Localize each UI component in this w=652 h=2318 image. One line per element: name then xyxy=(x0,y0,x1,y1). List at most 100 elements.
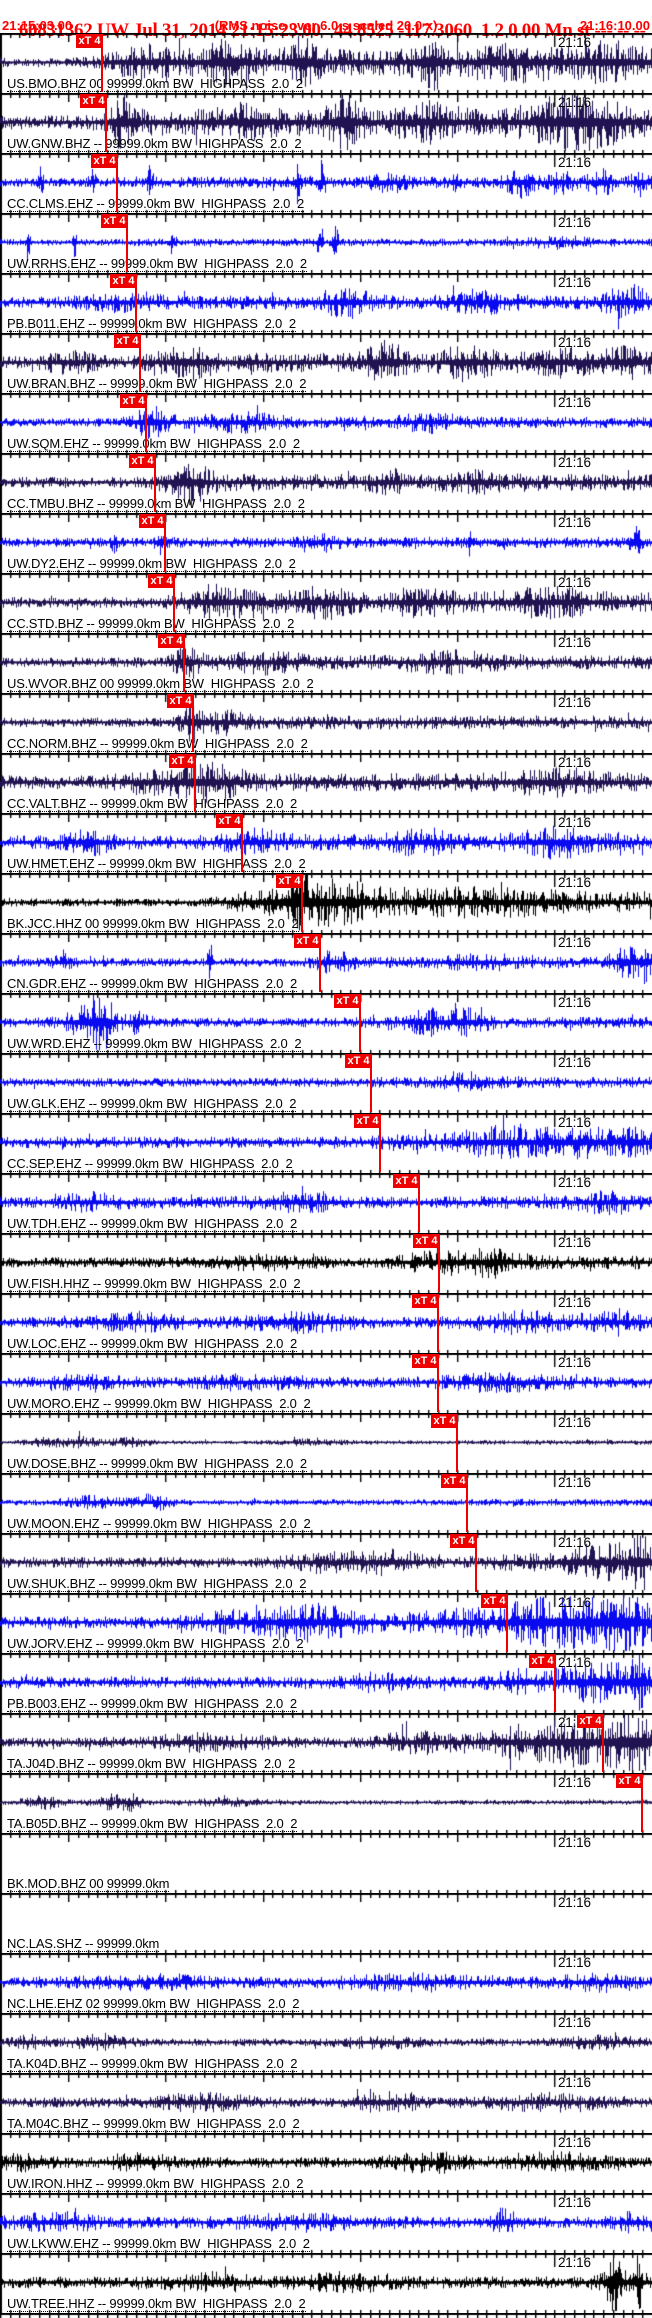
waveform-canvas[interactable] xyxy=(0,1053,652,1113)
phase-pick-marker[interactable]: xT 4 xyxy=(167,694,194,708)
trace-label: CC.STD.BHZ -- 99999.0km BW HIGHPASS 2.0 … xyxy=(7,616,295,632)
phase-pick-marker[interactable]: xT 4 xyxy=(114,334,141,348)
phase-pick-line xyxy=(154,454,156,512)
waveform-canvas[interactable] xyxy=(0,813,652,873)
waveform-canvas[interactable] xyxy=(0,2253,652,2313)
trace-band: 21:16 CC.CLMS.EHZ -- 99999.0km BW HIGHPAS… xyxy=(0,153,652,213)
trace-band: 21:16 UW.GLK.EHZ -- 99999.0km BW HIGHPASS… xyxy=(0,1053,652,1113)
waveform-canvas[interactable] xyxy=(0,633,652,693)
trace-label: UW.MORO.EHZ -- 99999.0km BW HIGHPASS 2.0… xyxy=(7,1396,311,1412)
phase-pick-marker[interactable]: xT 4 xyxy=(450,1534,477,1548)
waveform-canvas[interactable] xyxy=(0,1833,652,1893)
phase-pick-line xyxy=(105,94,107,152)
phase-pick-marker[interactable]: xT 4 xyxy=(345,1054,372,1068)
minute-tick-label: 21:16 xyxy=(558,815,591,830)
phase-pick-line xyxy=(116,154,118,212)
phase-pick-marker[interactable]: xT 4 xyxy=(354,1114,381,1128)
waveform-canvas[interactable] xyxy=(0,1233,652,1293)
time-window-header: 21:15:03.00 (RMS noise over 6.0 s scaled… xyxy=(0,18,652,33)
phase-pick-marker[interactable]: xT 4 xyxy=(169,754,196,768)
trace-label: US.WVOR.BHZ 00 99999.0km BW HIGHPASS 2.0… xyxy=(7,676,314,692)
waveform-canvas[interactable] xyxy=(0,2073,652,2133)
phase-pick-marker[interactable]: xT 4 xyxy=(393,1174,420,1188)
phase-pick-line xyxy=(135,274,137,332)
trace-band: 21:16 UW.SHUK.BHZ -- 99999.0km BW HIGHPAS… xyxy=(0,1533,652,1593)
phase-pick-marker[interactable]: xT 4 xyxy=(80,94,107,108)
phase-pick-marker[interactable]: xT 4 xyxy=(216,814,243,828)
waveform-canvas[interactable] xyxy=(0,2013,652,2073)
waveform-canvas[interactable] xyxy=(0,333,652,393)
waveform-canvas[interactable] xyxy=(0,1953,652,2013)
waveform-canvas[interactable] xyxy=(0,1353,652,1413)
waveform-canvas[interactable] xyxy=(0,1893,652,1953)
phase-pick-line xyxy=(554,1654,556,1712)
event-header: 60831362 UW Jul 31, 2014 21:15:23.00 44.… xyxy=(1,0,652,41)
waveform-canvas[interactable] xyxy=(0,1533,652,1593)
trace-label: NC.LHE.EHZ 02 99999.0km BW HIGHPASS 2.0 … xyxy=(7,1996,300,2012)
trace-band: 21:16 PB.B003.EHZ -- 99999.0km BW HIGHPAS… xyxy=(0,1653,652,1713)
minute-tick-label: 21:16 xyxy=(558,2195,591,2210)
waveform-canvas[interactable] xyxy=(0,573,652,633)
waveform-canvas[interactable] xyxy=(0,1713,652,1773)
waveform-canvas[interactable] xyxy=(0,873,652,933)
window-end-time: 21:16:10.00 xyxy=(579,18,650,33)
waveform-canvas[interactable] xyxy=(0,933,652,993)
phase-pick-marker[interactable]: xT 4 xyxy=(412,1294,439,1308)
waveform-canvas[interactable] xyxy=(0,513,652,573)
waveform-canvas[interactable] xyxy=(0,2133,652,2193)
trace-label: UW.LOC.EHZ -- 99999.0km BW HIGHPASS 2.0 … xyxy=(7,1336,298,1352)
minute-tick-label: 21:16 xyxy=(558,1175,591,1190)
trace-label: TA.M04C.BHZ -- 99999.0km BW HIGHPASS 2.0… xyxy=(7,2116,300,2132)
phase-pick-marker[interactable]: xT 4 xyxy=(431,1414,458,1428)
phase-pick-marker[interactable]: xT 4 xyxy=(120,394,147,408)
phase-pick-marker[interactable]: xT 4 xyxy=(481,1594,508,1608)
phase-pick-marker[interactable]: xT 4 xyxy=(101,214,128,228)
minute-tick-label: 21:16 xyxy=(558,395,591,410)
waveform-canvas[interactable] xyxy=(0,1293,652,1353)
phase-pick-marker[interactable]: xT 4 xyxy=(616,1774,643,1788)
trace-band: 21:16 BK.MOD.BHZ 00 99999.0km xyxy=(0,1833,652,1893)
phase-pick-marker[interactable]: xT 4 xyxy=(129,454,156,468)
phase-pick-marker[interactable]: xT 4 xyxy=(148,574,175,588)
waveform-canvas[interactable] xyxy=(0,1113,652,1173)
waveform-canvas[interactable] xyxy=(0,693,652,753)
waveform-canvas[interactable] xyxy=(0,93,652,153)
minute-tick-label: 21:16 xyxy=(558,1115,591,1130)
phase-pick-marker[interactable]: xT 4 xyxy=(577,1714,604,1728)
trace-label: UW.MOON.EHZ -- 99999.0km BW HIGHPASS 2.0… xyxy=(7,1516,311,1532)
waveform-canvas[interactable] xyxy=(0,453,652,513)
phase-pick-marker[interactable]: xT 4 xyxy=(294,934,321,948)
minute-tick-label: 21:16 xyxy=(558,2135,591,2150)
waveform-canvas[interactable] xyxy=(0,1413,652,1473)
phase-pick-marker[interactable]: xT 4 xyxy=(276,874,303,888)
phase-pick-marker[interactable]: xT 4 xyxy=(91,154,118,168)
phase-pick-marker[interactable]: xT 4 xyxy=(76,34,103,48)
waveform-canvas[interactable] xyxy=(0,2193,652,2253)
phase-pick-marker[interactable]: xT 4 xyxy=(529,1654,556,1668)
phase-pick-marker[interactable]: xT 4 xyxy=(139,514,166,528)
waveform-canvas[interactable] xyxy=(0,393,652,453)
trace-label: CC.SEP.EHZ -- 99999.0km BW HIGHPASS 2.0 … xyxy=(7,1156,293,1172)
phase-pick-marker[interactable]: xT 4 xyxy=(413,1234,440,1248)
phase-pick-marker[interactable]: xT 4 xyxy=(158,634,185,648)
waveform-canvas[interactable] xyxy=(0,1773,652,1833)
waveform-canvas[interactable] xyxy=(0,273,652,333)
phase-pick-line xyxy=(301,874,303,932)
waveform-canvas[interactable] xyxy=(0,753,652,813)
trace-list: 21:16 US.BMO.BHZ 00 99999.0km BW HIGHPASS… xyxy=(0,33,652,2318)
waveform-canvas[interactable] xyxy=(0,993,652,1053)
trace-band: 21:16 CC.STD.BHZ -- 99999.0km BW HIGHPASS… xyxy=(0,573,652,633)
waveform-canvas[interactable] xyxy=(0,1473,652,1533)
phase-pick-marker[interactable]: xT 4 xyxy=(441,1474,468,1488)
waveform-canvas[interactable] xyxy=(0,33,652,93)
waveform-canvas[interactable] xyxy=(0,1173,652,1233)
waveform-canvas[interactable] xyxy=(0,1593,652,1653)
phase-pick-marker[interactable]: xT 4 xyxy=(110,274,137,288)
phase-pick-marker[interactable]: xT 4 xyxy=(334,994,361,1008)
trace-band: 21:16 UW.LKWW.EHZ -- 99999.0km BW HIGHPAS… xyxy=(0,2193,652,2253)
trace-label: UW.FISH.HHZ -- 99999.0km BW HIGHPASS 2.0… xyxy=(7,1276,301,1292)
phase-pick-line xyxy=(506,1594,508,1652)
phase-pick-marker[interactable]: xT 4 xyxy=(412,1354,439,1368)
phase-pick-line xyxy=(101,34,103,92)
trace-label: UW.WRD.EHZ -- 99999.0km BW HIGHPASS 2.0 … xyxy=(7,1036,302,1052)
